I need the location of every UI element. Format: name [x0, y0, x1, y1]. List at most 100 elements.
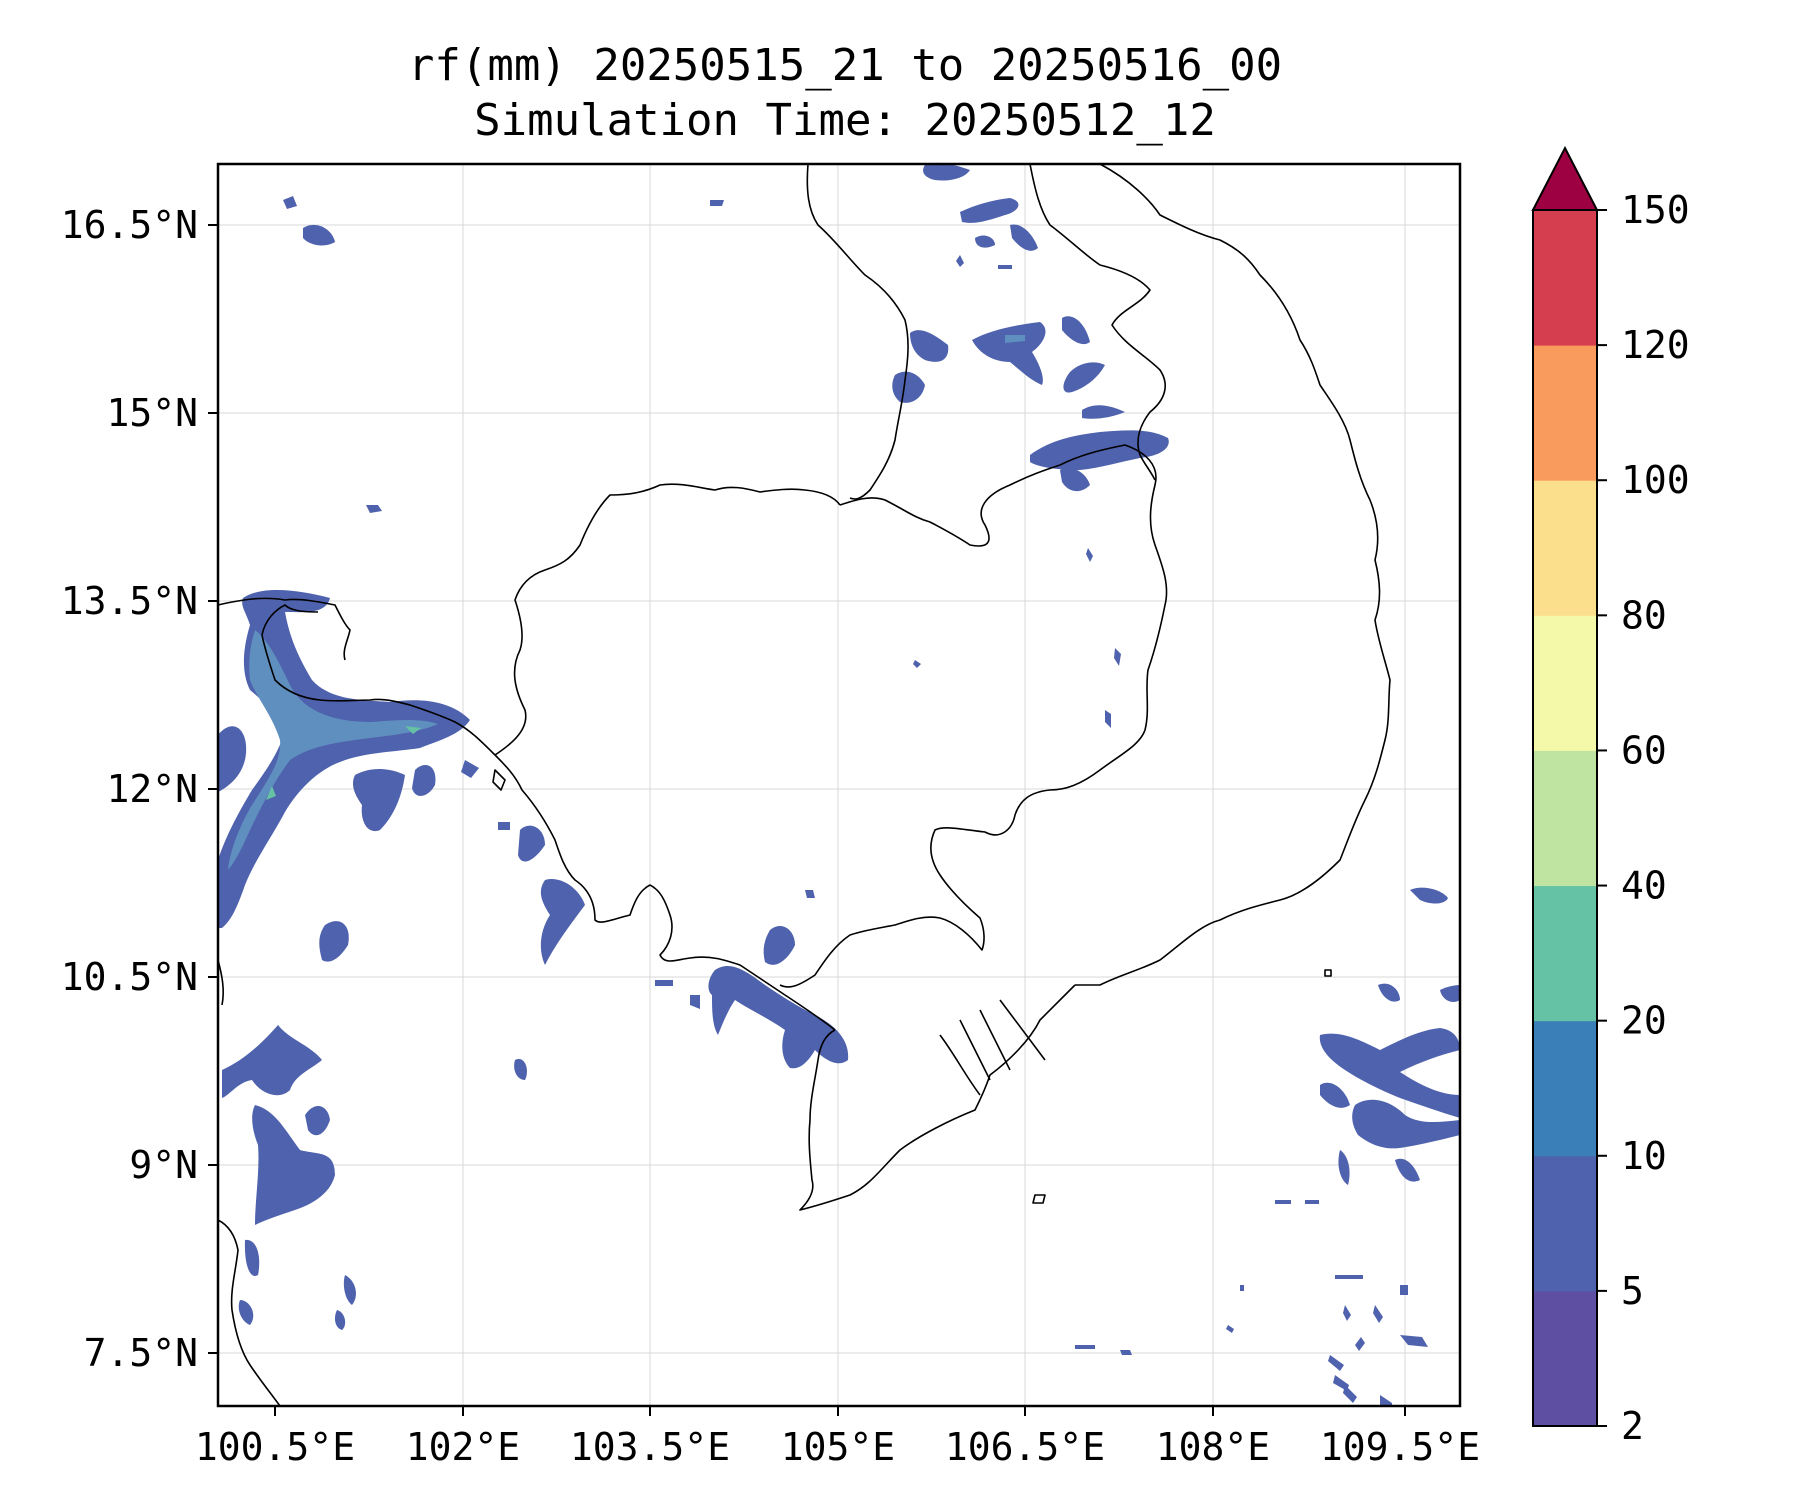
rain-area-sw-3	[305, 1105, 330, 1136]
colorbar-segment	[1533, 345, 1597, 481]
rain-area-ecambodia-4	[913, 660, 921, 668]
rain-area-scs-5	[1352, 1099, 1460, 1149]
rain-area-sw-7	[238, 1300, 254, 1325]
colorbar-tick-label: 40	[1621, 864, 1667, 908]
rainfall-contours	[218, 162, 1460, 1406]
rain-area-cambodia-coast-3	[655, 980, 673, 986]
rain-area-laos-8	[1062, 316, 1090, 345]
rain-area-cambodia-coast	[708, 965, 849, 1069]
coastline-islands-3	[1324, 969, 1332, 977]
rain-area-scs-22	[1400, 1285, 1408, 1295]
rain-area-scs-7	[1395, 1158, 1420, 1182]
rain-area-scs-19	[1380, 1395, 1392, 1406]
rain-area-laos-5	[910, 330, 949, 362]
colorbar-frame	[1532, 209, 1598, 1427]
coastline-cambodia-south	[494, 754, 836, 1031]
rain-area-thai-small-2	[461, 760, 479, 778]
rain-area-gulf-1	[518, 825, 545, 862]
rain-area-laos-4	[975, 235, 995, 248]
colorbar-segments	[1533, 210, 1597, 1427]
colorbar-ticks: 2 5 10 20 40 60 80 100 120 150	[1597, 188, 1690, 1448]
y-tick-label-0: 16.5°N	[61, 203, 198, 247]
coastline-thailand-east	[261, 604, 496, 756]
rain-area-scs-24	[1120, 1350, 1132, 1355]
rain-area-sw-6	[334, 1310, 346, 1330]
y-tick-label-4: 10.5°N	[61, 955, 198, 999]
rain-area-scs-13	[1343, 1305, 1351, 1321]
rain-area-scs-23	[1075, 1345, 1095, 1349]
rain-area-peak-2	[266, 786, 276, 800]
rain-area-scs-9	[1275, 1200, 1291, 1204]
rain-area-scs-15	[1328, 1355, 1344, 1371]
coastline-mekong-delta	[799, 984, 1076, 1211]
coastline-islands-1	[492, 769, 506, 791]
rain-area-laos-1	[923, 162, 970, 181]
coastlines-borders	[217, 163, 1391, 1407]
rain-area-laos-7	[972, 322, 1046, 385]
x-tick-label-4: 106.5°E	[945, 1425, 1105, 1469]
rain-area-scs-11	[1335, 1275, 1363, 1279]
rain-area-scs-14	[1373, 1305, 1383, 1323]
y-tick-label-1: 15°N	[106, 391, 198, 435]
rain-area-ecambodia-1	[1086, 548, 1093, 562]
colorbar-segment	[1533, 1290, 1597, 1427]
colorbar-tick-label: 5	[1621, 1269, 1644, 1313]
y-tick-label-3: 12°N	[106, 767, 198, 811]
border-cambodia-laos	[839, 464, 1061, 547]
colorbar-tick-label: 10	[1621, 1134, 1667, 1178]
colorbar-tick-label: 80	[1621, 593, 1667, 637]
coastline-malay-peninsula	[217, 1219, 281, 1407]
rain-area-peak-1	[405, 726, 421, 734]
rain-area-scs-17	[1343, 1385, 1357, 1403]
map-background	[218, 164, 1460, 1406]
border-laos-thailand	[806, 163, 909, 500]
rain-area-scs-18	[1355, 1337, 1365, 1351]
title-line-1: rf(mm) 20250515_21 to 20250516_00	[408, 40, 1282, 91]
x-tick-label-2: 103.5°E	[570, 1425, 730, 1469]
colorbar-extend-arrow	[1531, 145, 1599, 211]
rain-area-ecambodia-3	[1105, 710, 1111, 728]
colorbar-segment	[1533, 1155, 1597, 1292]
rain-area-cambodia-coast-4	[690, 995, 700, 1009]
rain-area-sw-2	[252, 1105, 335, 1225]
rain-area-gulf-3	[514, 1059, 527, 1080]
colorbar-tick-label: 2	[1621, 1404, 1644, 1448]
rain-area-scs-8	[1338, 1150, 1350, 1185]
rain-area-scs-21	[1226, 1325, 1234, 1333]
y-tick-label-6: 7.5°N	[84, 1331, 198, 1375]
rain-area-laos-15	[956, 255, 964, 267]
rain-area-scs-2	[1378, 983, 1400, 1002]
border-laos-vietnam	[1029, 163, 1166, 481]
rain-area-gulf-2	[540, 879, 585, 965]
x-tick-label-0: 100.5°E	[195, 1425, 355, 1469]
rain-area-w-isolated	[319, 921, 349, 962]
x-tick-label-5: 108°E	[1156, 1425, 1270, 1469]
rain-area-scs-4	[1320, 1082, 1350, 1108]
rain-area-thailand-coast-core	[228, 630, 438, 870]
rain-area-laos-9	[1063, 362, 1105, 393]
colorbar-segment	[1533, 210, 1597, 346]
rain-area-west-edge	[218, 726, 247, 792]
rain-area-nw-3	[366, 505, 382, 513]
colorbar-tick-label: 60	[1621, 728, 1667, 772]
rain-area-sw-4	[244, 1239, 260, 1276]
colorbar: 2 5 10 20 40 60 80 100 120 150	[1531, 145, 1690, 1448]
rain-area-laos-7-core	[1005, 335, 1025, 343]
rain-area-laos-10	[1082, 405, 1125, 419]
colorbar-segment	[1533, 885, 1597, 1022]
x-tick-label-3: 105°E	[781, 1425, 895, 1469]
colorbar-segment	[1533, 615, 1597, 751]
colorbar-tick-label: 100	[1621, 458, 1690, 502]
coastline-thailand-north	[217, 597, 351, 661]
rain-area-laos-2	[960, 198, 1019, 223]
rain-area-sw-1	[222, 1025, 322, 1098]
colorbar-tick-label: 120	[1621, 323, 1690, 367]
rain-area-cambodia-coast-2	[763, 925, 795, 965]
y-tick-label-5: 9°N	[129, 1143, 198, 1187]
x-tick-label-1: 102°E	[406, 1425, 520, 1469]
colorbar-segment	[1533, 1020, 1597, 1157]
x-tick-label-6: 109.5°E	[1320, 1425, 1480, 1469]
border-cambodia-vietnam	[779, 444, 1168, 988]
map-panel: 100.5°E 102°E 103.5°E 105°E 106.5°E 108°…	[61, 162, 1480, 1469]
